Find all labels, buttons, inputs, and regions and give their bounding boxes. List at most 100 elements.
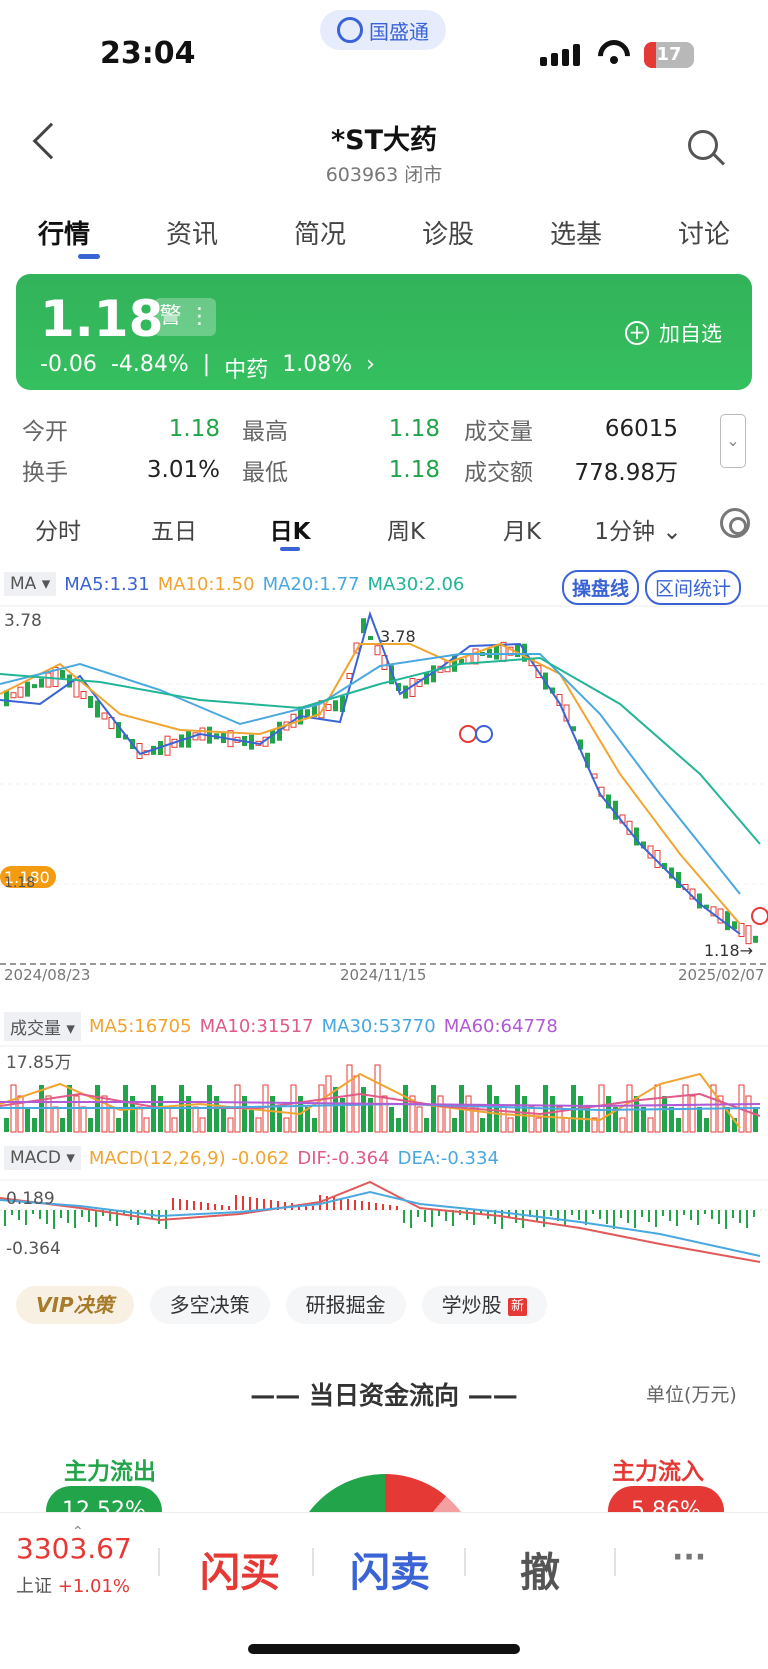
warning-badge[interactable]: 警 ⋮ — [154, 298, 216, 336]
dea-line — [0, 1190, 761, 1257]
brand-pill[interactable]: 国盛通 — [320, 10, 446, 50]
volume-bar — [480, 1118, 485, 1132]
candle — [515, 644, 520, 657]
chevron-right-icon[interactable]: › — [366, 352, 375, 377]
macd-bar — [515, 1210, 517, 1223]
candle — [346, 673, 353, 679]
period-tab-monthly[interactable]: 月K — [502, 519, 542, 545]
macd-bar — [424, 1210, 426, 1222]
sector-pct[interactable]: 1.08% — [282, 352, 353, 377]
candle — [10, 692, 17, 699]
vol-ma5: MA5:16705 — [88, 1016, 192, 1037]
volume-bar — [143, 1117, 150, 1133]
sector-name[interactable]: 中药 — [224, 358, 269, 383]
volume-bar — [522, 1096, 527, 1132]
tab-diagnose[interactable]: 诊股 — [421, 220, 474, 250]
stats-grid: 今开 1.18 最高 1.18 成交量 66015 换手 3.01% 最低 1.… — [22, 408, 702, 490]
sell-signal-icon[interactable] — [475, 725, 493, 743]
volume-bar — [424, 1118, 429, 1132]
macd-bar — [172, 1198, 174, 1210]
macd-chart[interactable]: 0.189 -0.364 — [0, 1178, 768, 1270]
period-tab-weekly[interactable]: 周K — [386, 519, 426, 545]
macd-bar — [53, 1210, 55, 1229]
tab-profile[interactable]: 简况 — [293, 220, 346, 250]
macd-bar — [340, 1198, 342, 1210]
signal-icon — [540, 44, 582, 66]
tab-quote[interactable]: 行情 — [37, 220, 90, 250]
macd-axis-top: 0.189 — [6, 1189, 55, 1209]
flash-buy-button[interactable]: 闪买 — [200, 1550, 280, 1596]
macd-bar — [473, 1210, 475, 1225]
index-value[interactable]: 3303.67 — [16, 1532, 132, 1565]
volume-bar — [689, 1095, 696, 1133]
chip-bullbear[interactable]: 多空决策 — [149, 1286, 270, 1324]
ma-selector[interactable]: MA ▾ — [4, 572, 57, 596]
buy-signal-icon[interactable] — [459, 725, 477, 743]
candle — [697, 893, 702, 909]
macd-selector[interactable]: MACD ▾ — [4, 1146, 81, 1170]
volume-selector[interactable]: 成交量 ▾ — [4, 1012, 81, 1041]
buy-signal-icon[interactable] — [751, 907, 768, 925]
volume-bar — [340, 1098, 345, 1132]
candle — [494, 645, 499, 660]
candle — [361, 618, 366, 634]
add-watchlist-button[interactable]: + 加自选 — [625, 318, 722, 348]
macd-bar — [585, 1210, 587, 1225]
tab-news[interactable]: 资讯 — [165, 220, 218, 250]
macd-bar — [88, 1210, 90, 1222]
chip-learn[interactable]: 学炒股 新 — [421, 1286, 547, 1324]
status-time: 23:04 — [100, 36, 196, 71]
main-tabs: 行情 资讯 简况 诊股 选基 讨论 — [0, 214, 768, 251]
gear-icon[interactable] — [720, 508, 750, 538]
volume-bar — [312, 1118, 317, 1132]
ma10-line — [0, 642, 741, 925]
chevron-up-icon[interactable]: ⌃ — [72, 1524, 84, 1540]
divider — [312, 1548, 314, 1576]
operation-line-button[interactable]: 操盘线 — [562, 570, 640, 605]
macd-bar — [480, 1210, 482, 1214]
expand-stats-icon[interactable]: ⌄ — [720, 414, 746, 468]
candle — [571, 726, 576, 732]
chip-research[interactable]: 研报掘金 — [285, 1286, 406, 1324]
macd-bar — [403, 1210, 405, 1223]
macd-bar — [67, 1210, 69, 1223]
period-tab-intraday[interactable]: 分时 — [35, 519, 81, 545]
macd-bar — [228, 1206, 230, 1210]
stat-value: 1.18 — [388, 456, 440, 483]
macd-bar — [347, 1199, 349, 1210]
period-tab-daily[interactable]: 日K — [269, 519, 311, 545]
volume-bar — [717, 1095, 724, 1133]
volume-bar — [108, 1106, 115, 1133]
search-icon[interactable] — [688, 130, 718, 160]
tab-fund[interactable]: 选基 — [549, 220, 602, 250]
chip-vip[interactable]: VIP决策 — [16, 1286, 134, 1324]
candle — [32, 684, 37, 689]
volume-bar — [409, 1095, 416, 1133]
macd-bar — [18, 1210, 20, 1220]
candle — [676, 872, 681, 888]
volume-bar — [192, 1106, 199, 1133]
more-icon[interactable]: ··· — [672, 1540, 707, 1575]
volume-chart[interactable]: 17.85万 — [0, 1044, 768, 1136]
macd-bar — [305, 1205, 307, 1210]
period-tab-5day[interactable]: 五日 — [151, 519, 197, 545]
divider — [464, 1548, 466, 1576]
macd-bar — [445, 1210, 447, 1221]
macd-bar — [74, 1210, 76, 1228]
volume-legend: 成交量 ▾ MA5:16705 MA10:31517 MA30:53770 MA… — [4, 1012, 558, 1041]
divider — [158, 1548, 160, 1576]
last-price-marker: 1.18→ — [704, 941, 753, 960]
volume-bar — [591, 1117, 598, 1133]
flash-sell-button[interactable]: 闪卖 — [350, 1550, 430, 1596]
volume-bar — [17, 1095, 24, 1133]
tab-discuss[interactable]: 讨论 — [677, 220, 730, 250]
period-tab-1min[interactable]: 1分钟 ⌄ — [594, 519, 682, 545]
wifi-icon — [598, 40, 630, 66]
range-stats-button[interactable]: 区间统计 — [645, 570, 742, 605]
cancel-order-button[interactable]: 撤 — [520, 1550, 560, 1596]
ma-legend: MA ▾ MA5:1.31 MA10:1.50 MA20:1.77 MA30:2… — [4, 572, 464, 596]
candle — [662, 863, 667, 869]
kline-chart[interactable]: 3.78 3.78 1.180 1.18 1.18→ 2024/08/23 20… — [0, 604, 768, 982]
bottom-trade-bar — [0, 1512, 768, 1632]
add-watchlist-label: 加自选 — [659, 322, 722, 346]
